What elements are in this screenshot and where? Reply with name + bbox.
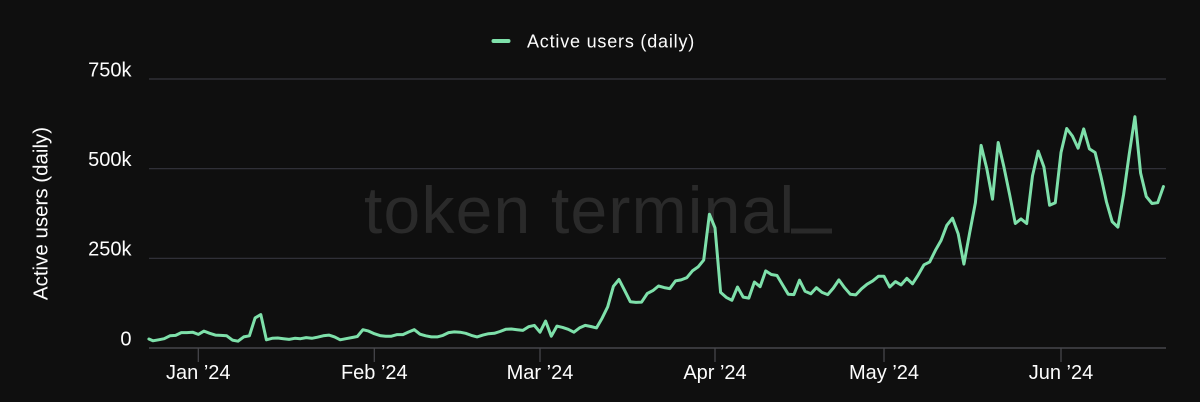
svg-text:750k: 750k	[88, 59, 132, 81]
svg-text:token terminal: token terminal	[364, 173, 795, 247]
svg-text:250k: 250k	[88, 239, 132, 261]
svg-text:Jan ’24: Jan ’24	[166, 362, 231, 384]
svg-text:500k: 500k	[88, 149, 132, 171]
svg-text:Mar ’24: Mar ’24	[507, 362, 574, 384]
svg-text:Jun ’24: Jun ’24	[1029, 362, 1094, 384]
svg-text:Apr ’24: Apr ’24	[683, 362, 746, 384]
svg-text:Active users (daily): Active users (daily)	[527, 32, 695, 52]
svg-text:May ’24: May ’24	[849, 362, 919, 384]
svg-text:Active users (daily): Active users (daily)	[30, 127, 53, 300]
svg-text:0: 0	[120, 328, 131, 350]
svg-text:Feb ’24: Feb ’24	[341, 362, 408, 384]
